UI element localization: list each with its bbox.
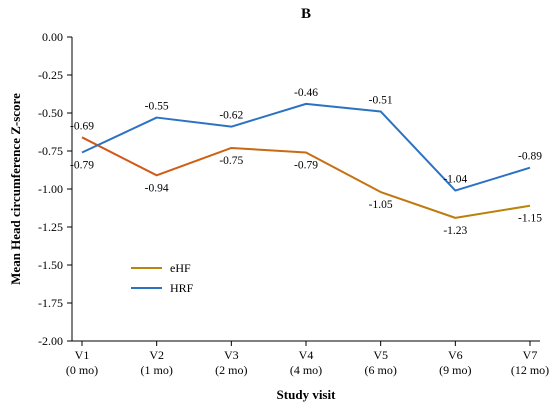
- data-label-hrf: -0.79: [70, 160, 94, 172]
- data-label-ehf: -0.79: [294, 160, 318, 172]
- y-tick-label: -1.25: [38, 220, 63, 234]
- data-label-ehf: -0.75: [219, 155, 243, 167]
- data-label-ehf: -0.69: [70, 120, 94, 132]
- x-tick-label: V4: [299, 348, 314, 362]
- data-label-hrf: -0.46: [294, 87, 318, 99]
- y-tick-label: 0.00: [42, 30, 63, 44]
- plot-area: 0.00 -0.25 -0.50 -0.75 -1.00 -1.25 -1.50 -1.75 -…: [38, 30, 549, 377]
- x-tick-label: V2: [149, 348, 164, 362]
- y-tick-label: -1.00: [38, 182, 63, 196]
- data-label-hrf: -0.51: [369, 94, 393, 106]
- y-tick-label: -0.75: [38, 144, 63, 158]
- data-label-ehf: -1.05: [369, 199, 393, 211]
- y-tick-label: -2.00: [38, 334, 63, 348]
- series-line-hrf: [81, 102, 531, 192]
- x-axis-label: Study visit: [277, 387, 337, 402]
- x-tick-label: V7: [523, 348, 538, 362]
- x-tick-sublabel: (1 mo): [141, 363, 173, 377]
- y-tick-label: -1.50: [38, 258, 63, 272]
- series-line-ehf: [81, 136, 531, 219]
- x-tick-label: V5: [373, 348, 388, 362]
- data-label-ehf: -1.15: [518, 213, 542, 225]
- y-tick-label: -0.25: [38, 68, 63, 82]
- legend-label-ehf: eHF: [170, 261, 191, 275]
- x-tick-label: V1: [75, 348, 90, 362]
- data-label-ehf: -0.94: [145, 182, 169, 194]
- x-tick-sublabel: (6 mo): [365, 363, 397, 377]
- x-tick-sublabel: (0 mo): [66, 363, 98, 377]
- data-label-hrf: -0.55: [145, 101, 169, 113]
- x-tick-sublabel: (2 mo): [215, 363, 247, 377]
- x-tick-sublabel: (12 mo): [511, 363, 549, 377]
- y-axis-label: Mean Head circumference Z-score: [8, 93, 23, 285]
- data-label-hrf: -0.89: [518, 151, 542, 163]
- x-tick-sublabel: (9 mo): [439, 363, 471, 377]
- data-label-hrf: -0.62: [219, 110, 243, 122]
- x-tick-label: V3: [224, 348, 239, 362]
- data-label-hrf: -1.04: [443, 174, 467, 186]
- legend: eHF HRF: [131, 261, 194, 295]
- y-tick-label: -0.50: [38, 106, 63, 120]
- legend-label-hrf: HRF: [170, 281, 194, 295]
- data-label-ehf: -1.23: [443, 225, 467, 237]
- x-tick-label: V6: [448, 348, 463, 362]
- x-tick-sublabel: (4 mo): [290, 363, 322, 377]
- y-tick-label: -1.75: [38, 296, 63, 310]
- chart-title: B: [301, 6, 311, 22]
